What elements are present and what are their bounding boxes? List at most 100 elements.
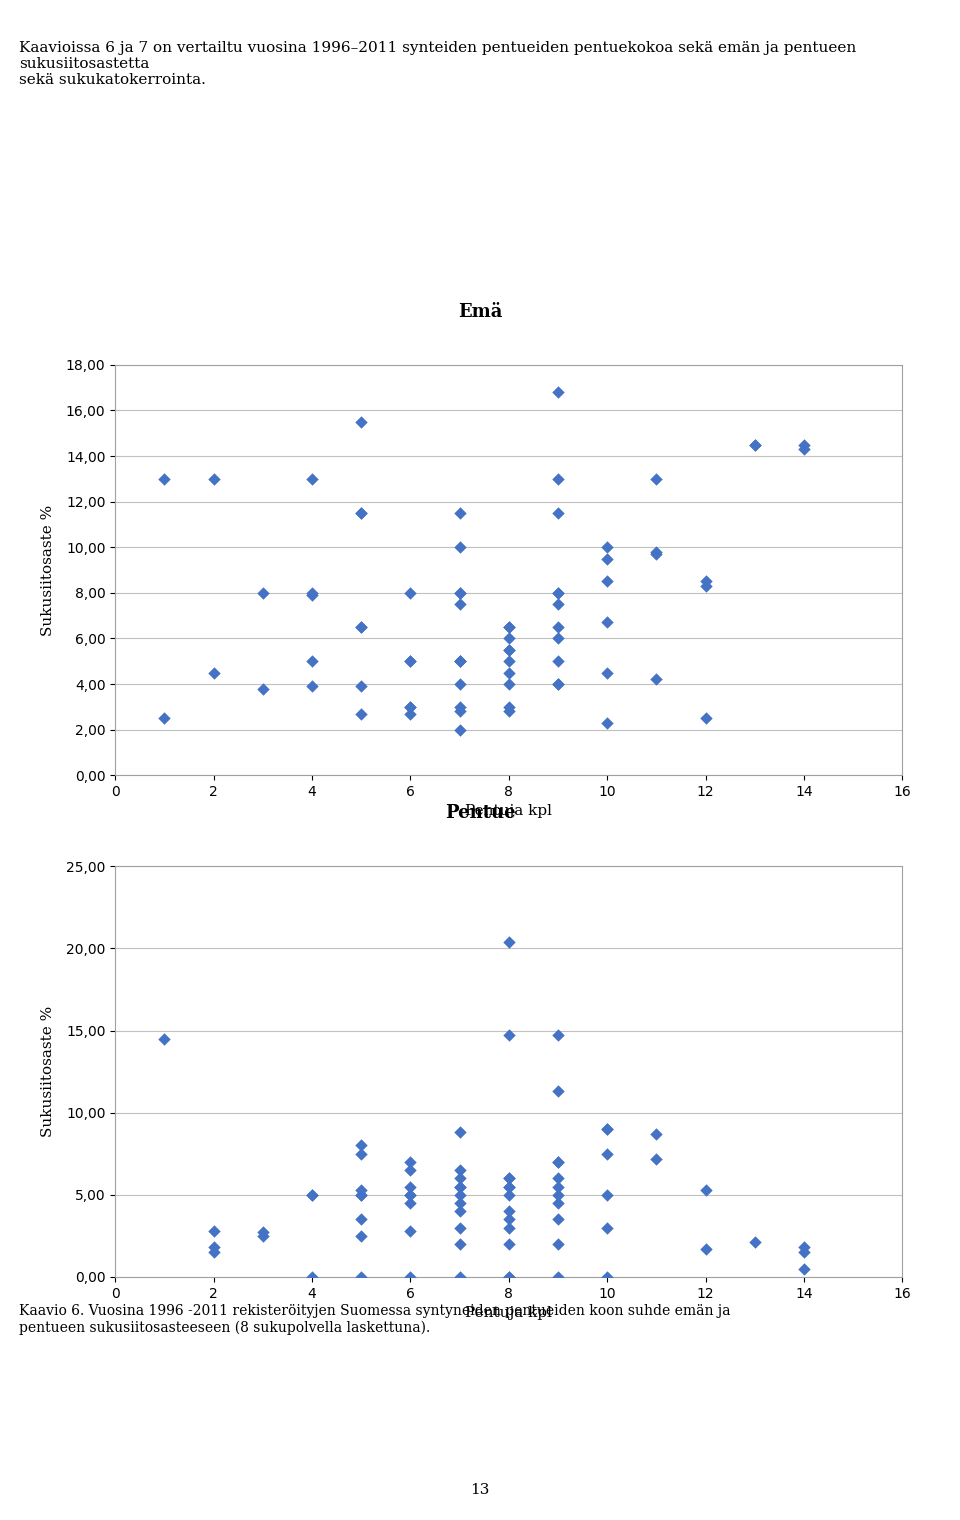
Point	[403, 695, 419, 719]
Point	[452, 1175, 468, 1199]
Point	[156, 467, 172, 491]
Point	[599, 1142, 615, 1166]
Point	[403, 1149, 419, 1173]
Point	[550, 1079, 565, 1104]
Point	[797, 1236, 812, 1260]
Point	[255, 581, 271, 605]
Point	[501, 1265, 516, 1289]
Point	[501, 638, 516, 663]
Point	[649, 540, 664, 564]
Point	[501, 649, 516, 673]
Point	[501, 1199, 516, 1224]
Point	[452, 699, 468, 724]
Point	[452, 649, 468, 673]
Point	[353, 702, 369, 727]
Point	[550, 649, 565, 673]
Point	[501, 1231, 516, 1256]
Point	[599, 1183, 615, 1207]
Point	[452, 1175, 468, 1199]
Text: Pentue: Pentue	[444, 804, 516, 822]
Point	[353, 1224, 369, 1248]
Point	[501, 930, 516, 955]
Point	[698, 575, 713, 599]
Point	[205, 1219, 221, 1243]
Point	[599, 1265, 615, 1289]
Point	[353, 675, 369, 699]
Point	[353, 614, 369, 638]
Point	[649, 541, 664, 565]
Point	[501, 614, 516, 638]
Point	[501, 1207, 516, 1231]
Point	[304, 1183, 320, 1207]
Point	[353, 502, 369, 526]
Point	[649, 1146, 664, 1170]
Point	[649, 467, 664, 491]
Point	[353, 1265, 369, 1289]
Point	[205, 467, 221, 491]
Point	[304, 1183, 320, 1207]
Point	[599, 1117, 615, 1142]
Point	[550, 1149, 565, 1173]
Point	[550, 672, 565, 696]
Point	[797, 1257, 812, 1281]
X-axis label: Pentuja kpl: Pentuja kpl	[466, 1306, 552, 1319]
Point	[501, 699, 516, 724]
Point	[452, 502, 468, 526]
Point	[353, 1207, 369, 1231]
Point	[550, 1231, 565, 1256]
Point	[698, 1237, 713, 1262]
Text: Kaavio 6. Vuosina 1996 -2011 rekisteröityjen Suomessa syntyneiden pentueiden koo: Kaavio 6. Vuosina 1996 -2011 rekisteröit…	[19, 1304, 731, 1335]
Point	[452, 593, 468, 617]
Point	[599, 611, 615, 635]
Point	[550, 467, 565, 491]
Point	[599, 547, 615, 572]
Text: Kaavioissa 6 ja 7 on vertailtu vuosina 1996–2011 synteiden pentueiden pentuekoko: Kaavioissa 6 ja 7 on vertailtu vuosina 1…	[19, 41, 856, 88]
Point	[403, 581, 419, 605]
Point	[452, 1216, 468, 1240]
Point	[403, 649, 419, 673]
Point	[797, 1240, 812, 1265]
Point	[452, 535, 468, 559]
Point	[353, 1142, 369, 1166]
Point	[599, 660, 615, 684]
Point	[255, 676, 271, 701]
Point	[501, 1175, 516, 1199]
Point	[599, 1117, 615, 1142]
Point	[649, 1122, 664, 1146]
Point	[550, 581, 565, 605]
Point	[501, 660, 516, 684]
Point	[205, 660, 221, 684]
Point	[353, 502, 369, 526]
Point	[353, 1178, 369, 1202]
Point	[403, 1219, 419, 1243]
Point	[501, 1023, 516, 1047]
Point	[403, 649, 419, 673]
Point	[501, 695, 516, 719]
Point	[550, 593, 565, 617]
Point	[403, 1158, 419, 1183]
Point	[304, 675, 320, 699]
Point	[452, 1265, 468, 1289]
Point	[403, 1175, 419, 1199]
Point	[403, 1183, 419, 1207]
Point	[550, 1149, 565, 1173]
Point	[550, 614, 565, 638]
Point	[501, 1166, 516, 1190]
Point	[452, 1183, 468, 1207]
Point	[797, 436, 812, 461]
Point	[550, 672, 565, 696]
Point	[304, 584, 320, 608]
Point	[452, 649, 468, 673]
Point	[452, 581, 468, 605]
Point	[452, 695, 468, 719]
Point	[550, 502, 565, 526]
Point	[501, 672, 516, 696]
Point	[747, 432, 762, 456]
Point	[550, 626, 565, 651]
Point	[501, 626, 516, 651]
Point	[353, 1183, 369, 1207]
Point	[304, 467, 320, 491]
Point	[550, 1265, 565, 1289]
Point	[452, 1166, 468, 1190]
Point	[452, 1231, 468, 1256]
